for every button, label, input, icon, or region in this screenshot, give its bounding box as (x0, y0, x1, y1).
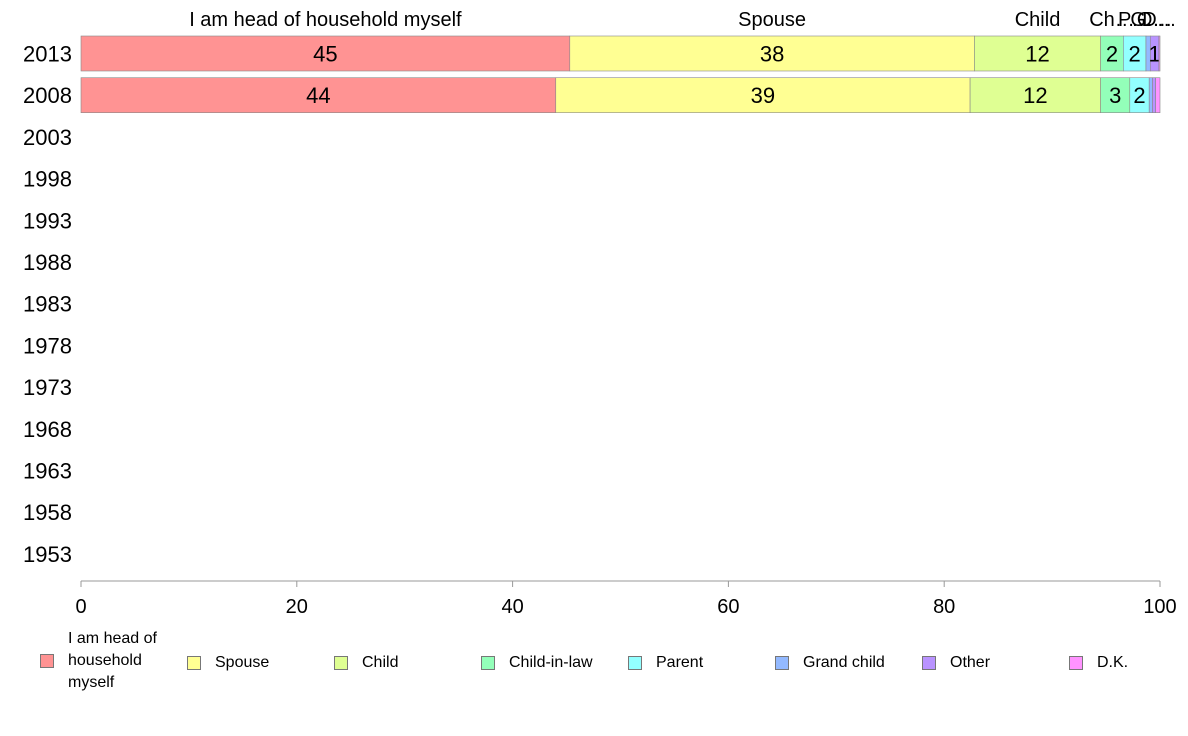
category-label: 1968 (23, 417, 72, 442)
legend-label-other: Other (950, 654, 991, 671)
segment-top-label: Child (1015, 9, 1061, 31)
x-tick-label: 20 (286, 596, 308, 618)
category-label: 2013 (23, 42, 72, 67)
data-label: 39 (751, 83, 775, 108)
x-tick-label: 100 (1143, 596, 1176, 618)
legend-swatch-head (40, 654, 54, 668)
category-label: 1953 (23, 542, 72, 567)
bar-segment (569, 35, 975, 72)
legend-label-spouse: Spouse (215, 654, 270, 671)
legend-item-child: Child (334, 652, 398, 674)
data-label: 12 (1025, 42, 1049, 67)
legend-label-grand-child: Grand child (803, 654, 885, 671)
legend-label-child-in-law: Child-in-law (509, 654, 593, 671)
legend-swatch-spouse (187, 656, 201, 670)
legend-swatch-child (334, 656, 348, 670)
segment-top-label: Ch… (1089, 9, 1135, 31)
category-label: 2003 (23, 125, 72, 150)
bar-segment (1148, 77, 1153, 113)
legend-item-parent: Parent (628, 652, 703, 674)
data-label: 45 (313, 42, 337, 67)
category-label: 1963 (23, 459, 72, 484)
bar-segment (80, 35, 571, 72)
segment-top-label: P… (1118, 9, 1151, 31)
segment-top-label: D… (1142, 9, 1176, 31)
legend-item-grand-child: Grand child (775, 652, 885, 674)
category-label: 1958 (23, 500, 72, 525)
chart-legend: I am head of household myself Spouse Chi… (0, 628, 1188, 698)
legend-item-child-in-law: Child-in-law (481, 652, 593, 674)
category-label: 1983 (23, 292, 72, 317)
legend-item-dk: D.K. (1069, 652, 1128, 674)
segment-top-label: G… (1130, 9, 1166, 31)
data-label: 2 (1129, 42, 1141, 67)
x-tick-label: 60 (717, 596, 739, 618)
data-label: 38 (760, 42, 784, 67)
x-tick-label: 80 (933, 596, 955, 618)
category-label: 1998 (23, 167, 72, 192)
legend-swatch-grand-child (775, 656, 789, 670)
legend-swatch-child-in-law (481, 656, 495, 670)
legend-item-spouse: Spouse (187, 652, 269, 674)
bar-segment (80, 77, 557, 113)
x-tick-label: 0 (75, 596, 86, 618)
data-label: 2 (1133, 83, 1145, 108)
data-label: 1 (1148, 42, 1160, 67)
legend-item-other: Other (922, 652, 990, 674)
bar-segment (969, 77, 1101, 113)
data-label: 3 (1109, 83, 1121, 108)
bar-segment (1100, 77, 1131, 113)
stacked-bar-chart: 2013200820031998199319881983197819731968… (23, 9, 1177, 618)
data-label: 2 (1106, 42, 1118, 67)
data-label: 12 (1023, 83, 1047, 108)
legend-swatch-dk (1069, 656, 1083, 670)
legend-label-dk: D.K. (1097, 654, 1129, 671)
legend-label-head: I am head of household myself (68, 630, 157, 691)
segment-top-label: Spouse (738, 9, 806, 31)
bar-segment (974, 35, 1101, 72)
legend-label-parent: Parent (656, 654, 704, 671)
data-label: 44 (306, 83, 330, 108)
category-label: 1973 (23, 375, 72, 400)
bar-segment (1155, 77, 1161, 113)
bar-segment (555, 77, 971, 113)
category-label: 1993 (23, 208, 72, 233)
bar-segment (1152, 77, 1156, 113)
category-label: 1978 (23, 333, 72, 358)
legend-swatch-other (922, 656, 936, 670)
segment-top-label: I am head of household myself (189, 9, 462, 31)
x-tick-label: 40 (501, 596, 523, 618)
category-label: 2008 (23, 83, 72, 108)
legend-swatch-parent (628, 656, 642, 670)
legend-label-child: Child (362, 654, 399, 671)
bar-segment (1158, 35, 1161, 72)
category-label: 1988 (23, 250, 72, 275)
segment-top-label: O… (1137, 9, 1173, 31)
legend-item-head: I am head of household myself (40, 628, 178, 694)
